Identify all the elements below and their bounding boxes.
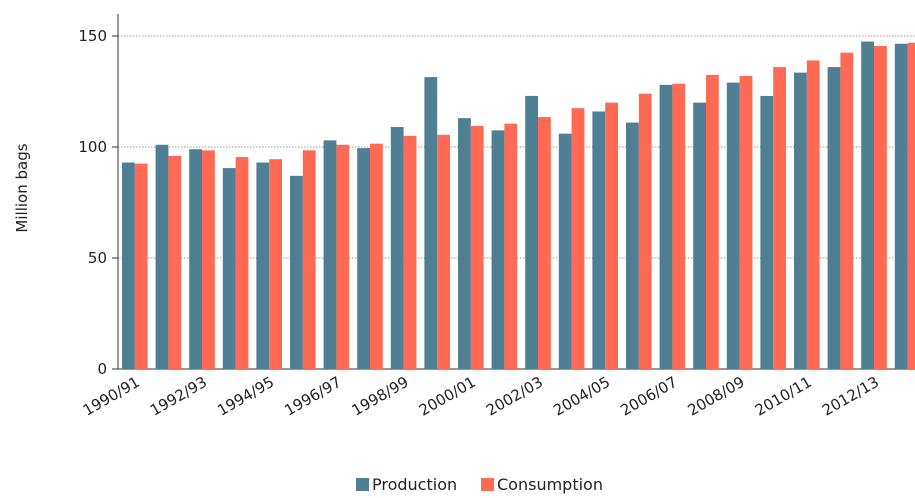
bar-production-2010-11: [794, 72, 807, 369]
x-tick-label: 1990/91: [80, 373, 143, 420]
bar-consumption-1990-91: [134, 163, 148, 369]
bar-consumption-2011-12: [840, 52, 854, 370]
y-tick-label: 100: [78, 138, 107, 156]
bar-production-2005-06: [626, 122, 639, 369]
x-tick-label: 2010/11: [752, 373, 815, 420]
bar-consumption-2006-07: [672, 83, 686, 369]
x-tick-label: 2000/01: [416, 373, 479, 420]
bar-consumption-2013-14: [907, 42, 915, 369]
bar-production-2012-13: [861, 41, 874, 370]
x-tick-label: 2012/13: [819, 373, 882, 420]
y-tick-label: 0: [97, 360, 107, 378]
legend-label-production: Production: [372, 475, 457, 494]
bar-consumption-2004-05: [605, 102, 618, 369]
x-tick-label: 1992/93: [147, 373, 210, 420]
bar-consumption-1995-96: [302, 150, 316, 369]
legend-swatch-production: [356, 478, 369, 491]
bars: [122, 41, 915, 370]
bar-production-2007-08: [693, 102, 706, 369]
bar-production-1994-95: [256, 162, 270, 369]
y-tick-labels: 0 50 100 150: [78, 27, 118, 378]
x-tick-labels: 1990/91 1992/93 1994/95 1996/97 1998/99 2000/…: [80, 373, 882, 420]
legend: Production Consumption: [356, 475, 603, 494]
bar-production-1995-96: [290, 175, 303, 369]
bar-consumption-1994-95: [269, 159, 282, 369]
bar-consumption-2005-06: [638, 93, 652, 369]
x-tick-label: 2002/03: [483, 373, 546, 420]
bar-consumption-2002-03: [538, 117, 551, 369]
bar-production-2000-01: [458, 118, 471, 369]
bar-consumption-2009-10: [773, 67, 786, 369]
bar-production-1997-98: [357, 148, 370, 369]
bar-consumption-2000-01: [470, 125, 484, 369]
bar-production-2011-12: [827, 67, 841, 369]
x-tick-label: 2004/05: [550, 373, 613, 420]
legend-swatch-consumption: [481, 478, 494, 491]
x-tick-label: 2008/09: [685, 373, 748, 420]
bar-production-1993-94: [222, 168, 236, 369]
bar-production-1991-92: [155, 144, 169, 369]
bar-consumption-2010-11: [806, 60, 820, 370]
bar-production-2003-04: [558, 133, 572, 369]
bar-consumption-1998-99: [403, 135, 417, 369]
bar-production-2008-09: [726, 82, 740, 370]
bar-consumption-2003-04: [571, 108, 585, 370]
bar-consumption-2007-08: [706, 74, 719, 369]
y-axis-title: Million bags: [13, 143, 31, 232]
bar-production-2001-02: [491, 130, 505, 369]
x-tick-label: 1994/95: [214, 373, 277, 420]
bar-consumption-2008-09: [739, 75, 753, 370]
x-tick-label: 1998/99: [349, 373, 412, 420]
bar-consumption-2001-02: [504, 123, 518, 369]
x-tick-label: 1996/97: [281, 373, 344, 420]
bar-production-2013-14: [894, 43, 908, 370]
bar-consumption-2012-13: [874, 45, 887, 370]
bar-consumption-1993-94: [235, 156, 249, 369]
bar-consumption-1992-93: [202, 150, 215, 369]
bar-production-2002-03: [525, 95, 538, 369]
y-tick-label: 50: [88, 249, 107, 267]
bar-consumption-1997-98: [370, 143, 383, 369]
bar-consumption-1996-97: [336, 144, 350, 369]
bar-consumption-1999-00: [437, 134, 450, 369]
bar-production-1998-99: [390, 127, 404, 370]
bar-production-1999-00: [424, 77, 438, 369]
x-tick-label: 2006/07: [617, 373, 680, 420]
legend-label-consumption: Consumption: [497, 475, 603, 494]
bar-production-2004-05: [592, 111, 606, 369]
bar-production-2006-07: [659, 84, 673, 369]
y-tick-label: 150: [78, 27, 107, 45]
bar-production-1990-91: [122, 162, 135, 369]
bar-production-2009-10: [760, 95, 774, 369]
bar-consumption-1991-92: [168, 155, 182, 369]
bar-production-1996-97: [323, 140, 337, 369]
bar-production-1992-93: [189, 149, 202, 369]
